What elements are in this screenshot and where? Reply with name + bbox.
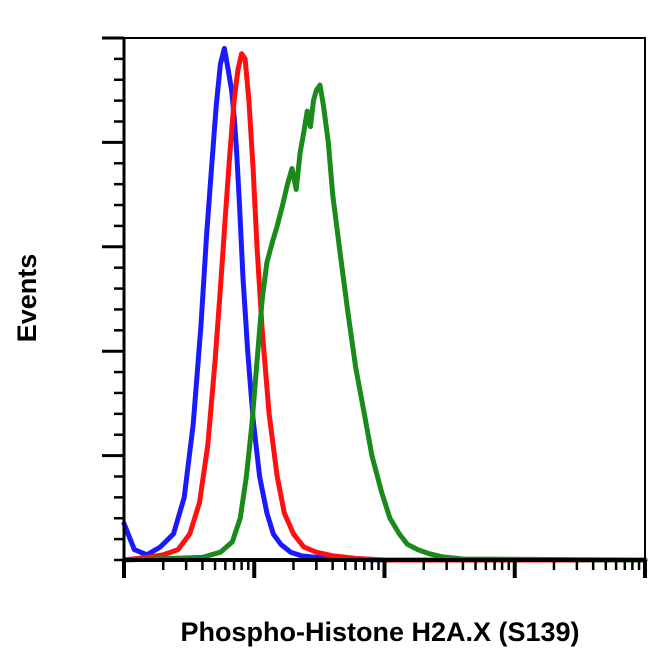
series-line-2 bbox=[121, 51, 648, 563]
axes-layer bbox=[102, 36, 647, 578]
y-axis-label: Events bbox=[12, 254, 42, 343]
series-layer bbox=[121, 45, 648, 563]
x-axis-label: Phospho-Histone H2A.X (S139) bbox=[180, 617, 579, 647]
series-line-3 bbox=[121, 82, 648, 563]
